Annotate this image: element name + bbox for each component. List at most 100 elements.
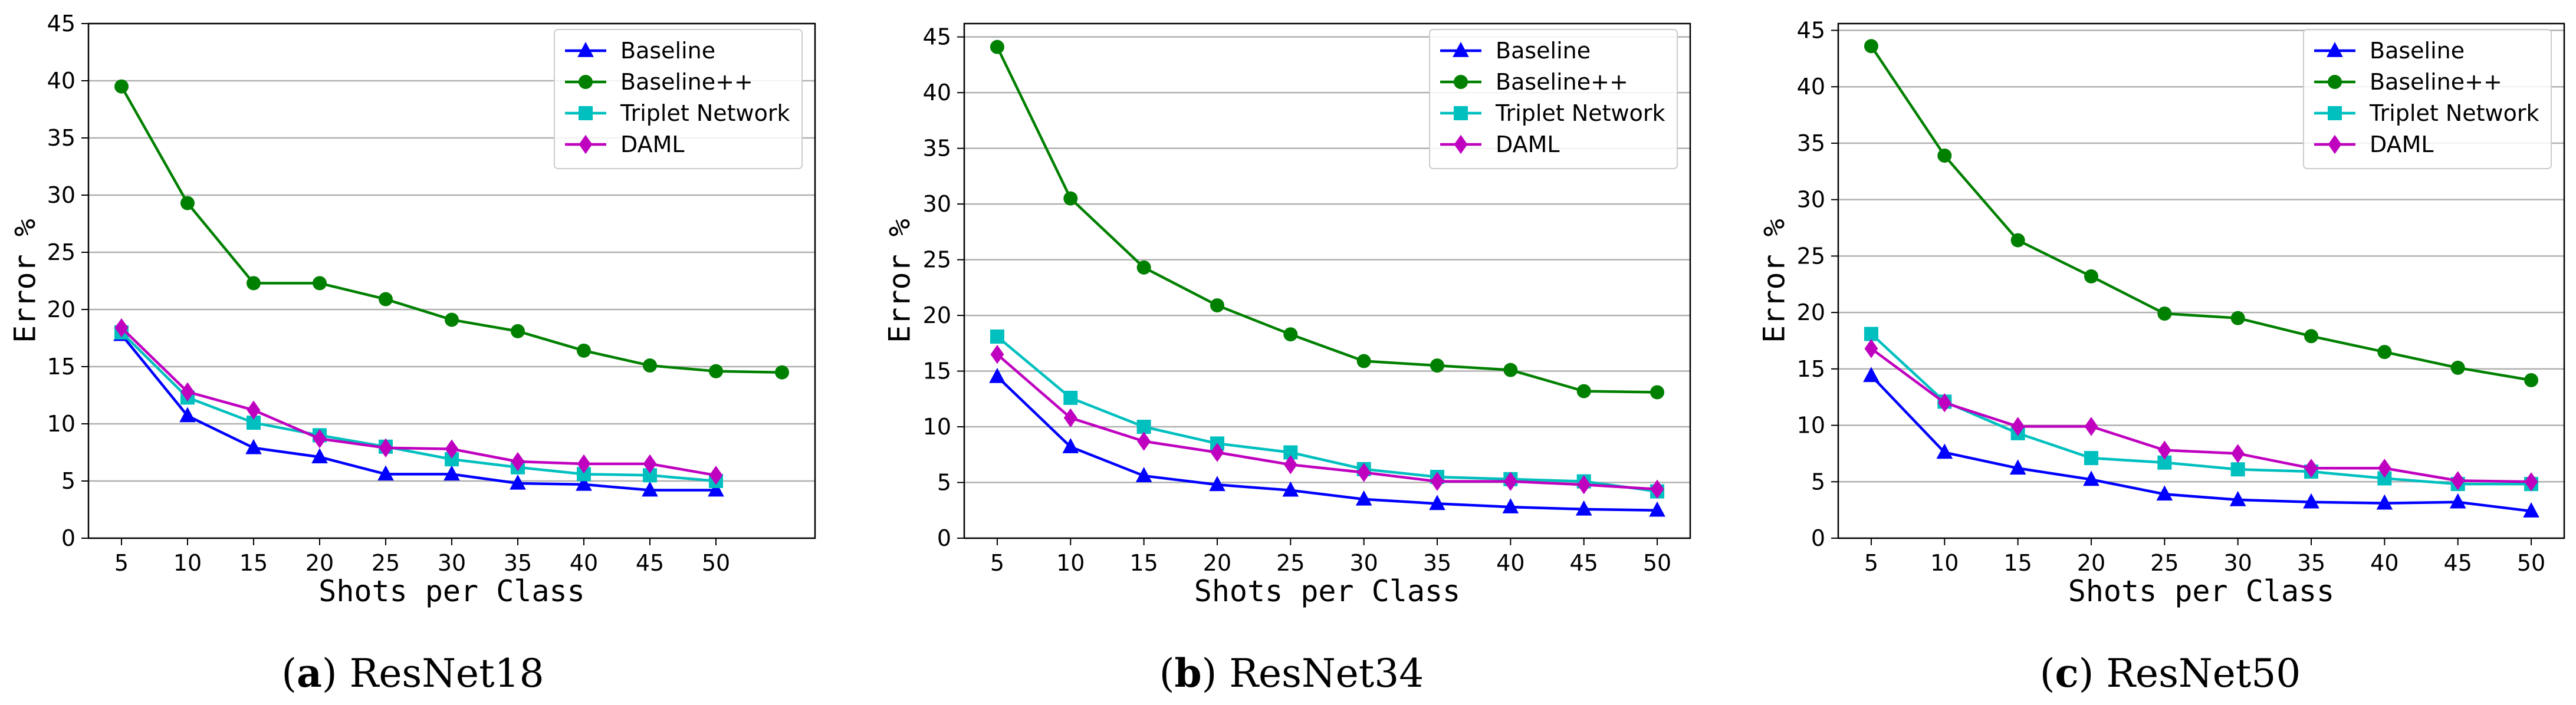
data-point — [1649, 501, 1665, 517]
data-point — [576, 475, 592, 491]
legend-marker — [2327, 42, 2343, 57]
data-point — [1503, 472, 1517, 491]
series-line — [120, 327, 717, 477]
x-tick-label: 50 — [1643, 550, 1671, 576]
y-axis-label: Error % — [1757, 219, 1792, 343]
data-point — [2377, 345, 2392, 360]
data-point — [2229, 490, 2246, 506]
series-line — [1870, 45, 2532, 382]
legend-marker — [1454, 134, 1468, 154]
data-point — [377, 465, 394, 481]
x-tick-label: 40 — [1496, 550, 1524, 576]
data-point — [990, 345, 1004, 364]
x-tick-label: 15 — [1129, 550, 1158, 576]
data-point — [2524, 373, 2539, 387]
y-tick-label: 40 — [923, 80, 951, 106]
y-tick-label: 30 — [1797, 187, 1825, 213]
y-tick-label: 5 — [937, 470, 951, 496]
data-point — [1283, 455, 1297, 475]
caption-model: ResNet18 — [350, 651, 544, 696]
legend-marker — [577, 42, 594, 57]
panel-caption: (a) ResNet18 — [281, 650, 544, 696]
data-point — [2524, 472, 2538, 492]
data-point — [709, 364, 723, 378]
y-axis-label: Error % — [8, 219, 42, 343]
legend: Baseline Baseline++ Triplet Network DAML — [1429, 29, 1678, 169]
legend-label: Triplet Network — [2369, 100, 2539, 126]
data-point — [1864, 339, 1878, 358]
data-point — [990, 329, 1004, 344]
data-point — [1503, 363, 1518, 377]
data-point — [1135, 467, 1152, 482]
x-tick-label: 30 — [438, 550, 466, 576]
data-point — [1577, 475, 1591, 495]
data-point — [989, 368, 1006, 383]
data-point — [1650, 385, 1665, 400]
series-baseline- — [114, 79, 789, 380]
data-point — [510, 474, 526, 490]
plot-area-frame — [963, 22, 1691, 539]
data-point — [2010, 233, 2025, 248]
x-tick-label: 40 — [570, 550, 598, 576]
x-tick-label: 30 — [1349, 550, 1378, 576]
y-tick-label: 45 — [923, 24, 951, 50]
caption-open-paren: ( — [1159, 651, 1175, 696]
data-point — [1650, 479, 1664, 499]
legend-label: Baseline++ — [620, 69, 753, 95]
data-point — [180, 382, 195, 401]
data-point — [1864, 327, 1878, 341]
caption-model: ResNet50 — [2106, 651, 2301, 696]
data-point — [443, 465, 460, 481]
x-tick-label: 50 — [2517, 550, 2545, 576]
legend-label: Baseline — [2370, 38, 2465, 64]
data-point — [2156, 485, 2173, 501]
x-tick-label: 10 — [1056, 550, 1085, 576]
data-point — [577, 454, 591, 474]
series-line — [1870, 374, 2532, 513]
data-point — [247, 276, 261, 291]
data-point — [1937, 393, 1951, 413]
data-point — [2449, 493, 2466, 509]
data-point — [2084, 417, 2098, 436]
data-point — [1137, 431, 1151, 451]
series-line — [996, 353, 1658, 491]
data-point — [511, 452, 525, 472]
x-tick-label: 45 — [636, 550, 664, 576]
data-point — [2304, 329, 2319, 344]
legend-marker — [1453, 42, 1469, 57]
series-line — [996, 335, 1658, 493]
data-point — [1357, 463, 1371, 482]
data-point — [445, 439, 459, 459]
series-baseline- — [1864, 39, 2539, 387]
y-tick-label: 5 — [1811, 469, 1825, 495]
data-point — [1063, 191, 1078, 206]
x-tick-label: 5 — [1864, 550, 1878, 576]
data-point — [1863, 367, 1880, 383]
series-line — [996, 375, 1658, 512]
y-tick-label: 25 — [1797, 243, 1825, 269]
data-point — [1429, 495, 1445, 510]
data-point — [311, 448, 328, 464]
data-point — [2230, 311, 2245, 325]
y-tick-label: 40 — [47, 68, 75, 94]
data-point — [179, 407, 196, 423]
panel-caption: (b) ResNet34 — [1159, 650, 1424, 696]
data-point — [379, 292, 393, 307]
x-axis-label: Shots per Class — [318, 574, 585, 608]
legend-marker — [579, 134, 593, 154]
y-tick-label: 10 — [1797, 413, 1825, 439]
series-line — [1870, 332, 2532, 486]
x-tick-label: 15 — [239, 550, 268, 576]
data-point — [775, 365, 789, 380]
chart-panel-a: 0 5 10 15 20 25 30 35 40 45 5 10 15 20 25 30 35 40 45 50 Bas… — [8, 11, 816, 696]
x-tick-label: 30 — [2223, 550, 2252, 576]
data-point — [2084, 451, 2098, 466]
caption-letter: c — [2055, 650, 2078, 696]
legend-label: Baseline — [620, 38, 715, 64]
caption-open-paren: ( — [2040, 651, 2055, 696]
caption-open-paren: ( — [281, 651, 297, 696]
legend-marker — [2328, 106, 2342, 120]
data-point — [577, 343, 591, 358]
data-point — [2157, 440, 2171, 460]
